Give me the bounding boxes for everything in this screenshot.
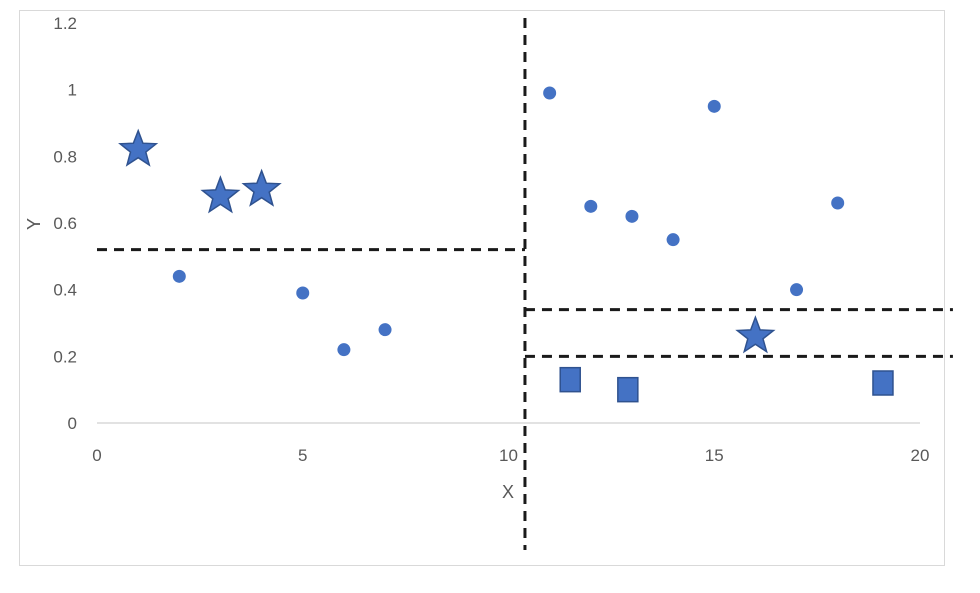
- x-tick-label: 15: [705, 446, 724, 465]
- rectangle-point: [559, 366, 581, 393]
- y-tick-label: 0.4: [53, 281, 77, 300]
- data-points: [118, 86, 894, 403]
- x-tick-label: 0: [92, 446, 101, 465]
- x-tick-label: 10: [499, 446, 518, 465]
- x-axis-title: X: [502, 482, 514, 502]
- y-axis-title: Y: [24, 218, 44, 230]
- star-point: [735, 315, 776, 354]
- x-tick-label: 20: [911, 446, 930, 465]
- y-tick-label: 0.6: [53, 214, 77, 233]
- y-tick-label: 0.8: [53, 147, 77, 166]
- y-axis-tick-labels: 0 0.2 0.4 0.6 0.8 1 1.2: [53, 14, 77, 433]
- circle-point: [543, 86, 557, 100]
- circle-point: [337, 343, 351, 357]
- star-point: [241, 168, 282, 207]
- circle-point: [625, 209, 639, 223]
- circle-point: [790, 283, 804, 297]
- decision-boundaries: [97, 18, 953, 550]
- circle-point: [172, 269, 186, 283]
- x-axis-tick-labels: 0 5 10 15 20: [92, 446, 929, 465]
- circle-point: [707, 99, 721, 113]
- y-tick-label: 1: [68, 81, 77, 100]
- y-tick-label: 0: [68, 414, 77, 433]
- x-tick-label: 5: [298, 446, 307, 465]
- circle-point: [831, 196, 845, 210]
- circle-point: [296, 286, 310, 300]
- rectangle-point: [617, 376, 639, 403]
- star-point: [118, 128, 159, 167]
- y-tick-label: 0.2: [53, 347, 77, 366]
- circle-point: [378, 323, 392, 337]
- rectangle-point: [872, 370, 894, 396]
- circle-point: [666, 233, 680, 247]
- circle-point: [584, 199, 598, 213]
- star-point: [200, 175, 241, 214]
- y-tick-label: 1.2: [53, 14, 77, 33]
